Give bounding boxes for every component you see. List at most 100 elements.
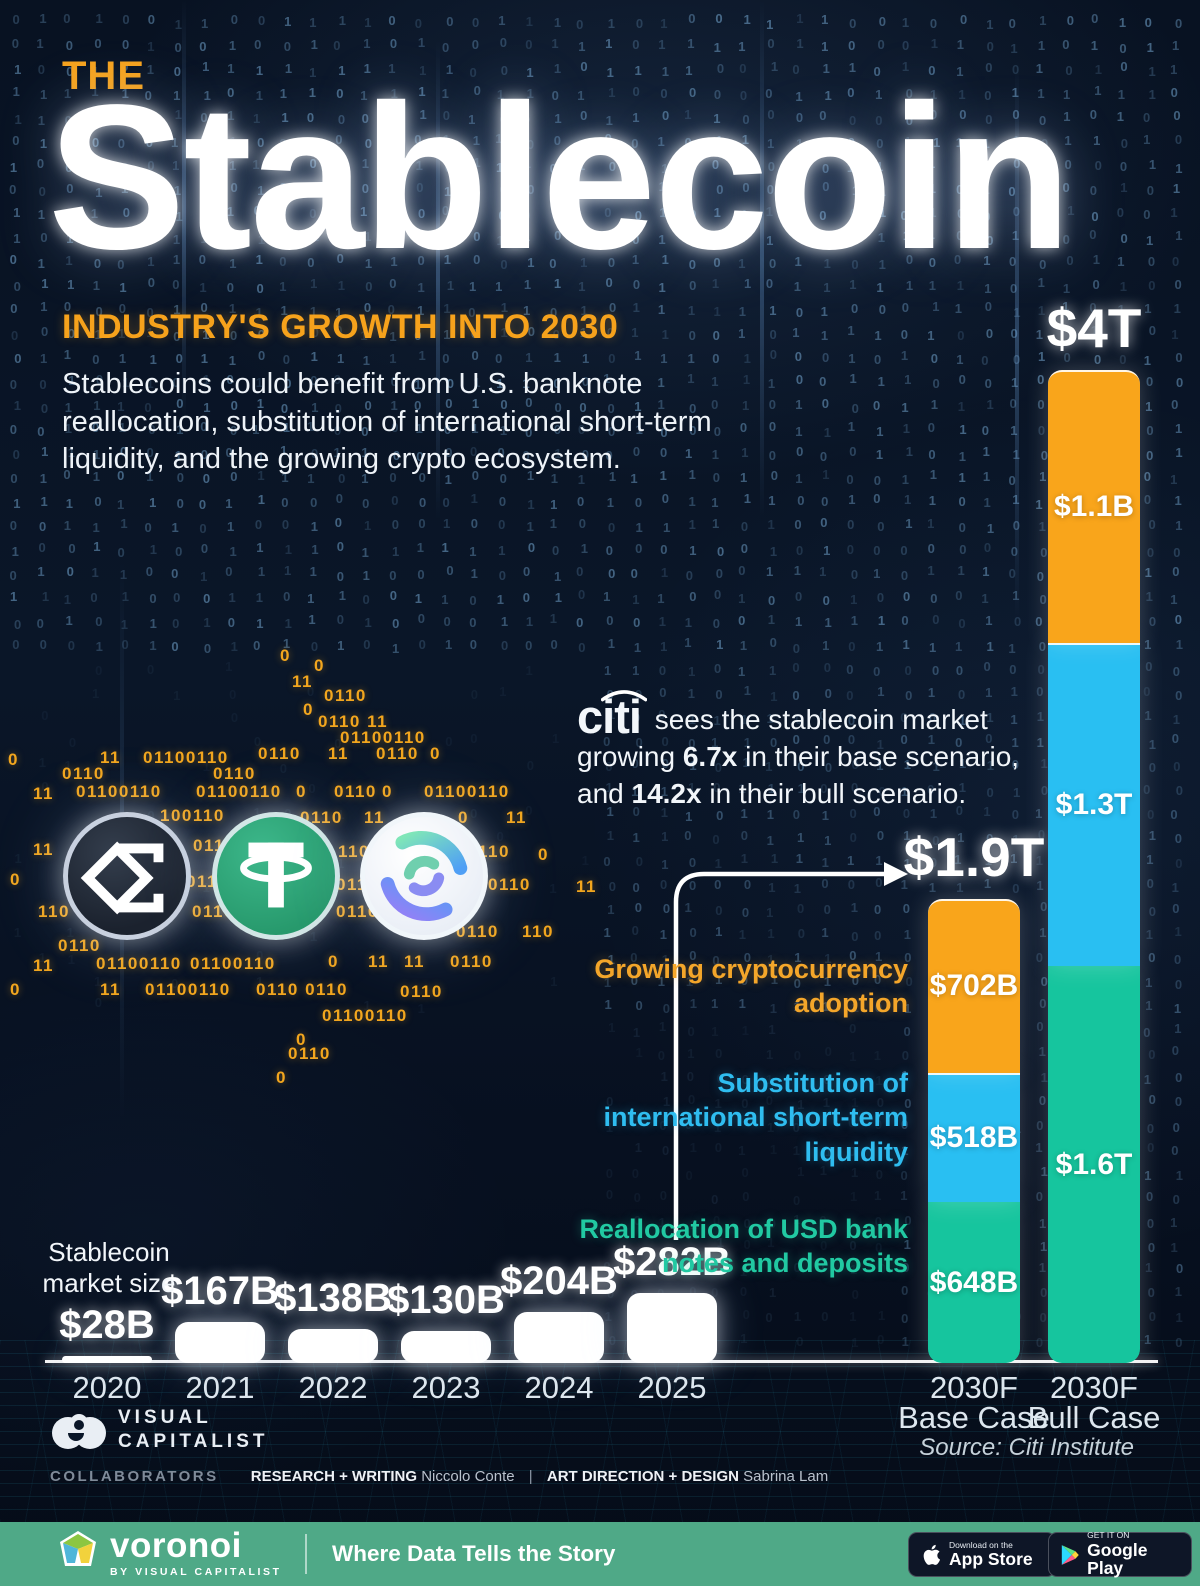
binary-fragment: 0 [538, 845, 549, 864]
citi-note-segment: sees the stablecoin market growing [577, 704, 988, 772]
legend-liquidity: Substitution of international short-term… [603, 1068, 908, 1167]
binary-fragment: 0110 [324, 686, 367, 705]
binary-fragment: 100110 [160, 806, 225, 825]
voronoi-byline: BY VISUAL CAPITALIST [110, 1566, 282, 1578]
binary-fragment: 11 [576, 877, 597, 896]
bar-value-label: $204B [500, 1259, 618, 1303]
segment-value-label: $1.1B [1053, 489, 1135, 523]
google-play-icon [1061, 1544, 1079, 1565]
segment-value-label: $1.3T [1055, 787, 1133, 821]
x-axis-tick: 2030F [1050, 1370, 1138, 1405]
binary-fragment: 110 [478, 842, 510, 861]
x-axis-tick: 2023 [411, 1370, 481, 1405]
binary-fragment: 0110 0110 [256, 980, 348, 999]
role-research-writing: RESEARCH + WRITING [250, 1468, 418, 1485]
x-axis-tick: 2025 [637, 1370, 707, 1405]
bar-value-label: $130B [387, 1278, 505, 1322]
legend-crypto-adoption: Growing cryptocurrency adoption [594, 954, 908, 1019]
voronoi-footer-bar: voronoi BY VISUAL CAPITALIST Where Data … [0, 1522, 1200, 1586]
citi-note: citi sees the stablecoin market growing … [577, 690, 1029, 813]
citi-logo: citi [577, 690, 647, 740]
binary-fragment: 0110 [488, 875, 531, 894]
binary-fragment: 01100110 [196, 782, 282, 801]
binary-fragment: 01100110 [76, 782, 162, 801]
citi-arc-icon [600, 690, 647, 702]
segment-value-label: $1.6T [1055, 1147, 1133, 1181]
binary-fragment: 0110 [213, 764, 256, 783]
voronoi-icon [60, 1531, 96, 1566]
binary-fragment: 11 [33, 956, 54, 975]
binary-fragment: 110 [522, 922, 554, 941]
x-axis-tick: 2021 [185, 1370, 255, 1405]
x-axis-tick: 2020 [72, 1370, 142, 1405]
binary-fragment: 0 [430, 744, 441, 763]
binary-fragment: 0110 [376, 744, 419, 763]
binary-fragment: 0110 [62, 764, 105, 783]
binary-fragment: 01100110 [322, 1006, 408, 1025]
bar-2020 [62, 1356, 152, 1363]
binary-fragment: 0 [382, 782, 393, 801]
citi-note-segment: 6.7x [682, 740, 738, 772]
ethena-coin-icon [63, 812, 191, 940]
binary-fragment: 0 [8, 750, 19, 769]
binary-fragment: 0 [296, 1030, 307, 1049]
collaborator-name: Niccolo Conte [421, 1468, 515, 1485]
separator: | [528, 1468, 533, 1485]
source-credit: Source: Citi Institute [919, 1434, 1134, 1461]
binary-fragment: 0110 [456, 922, 499, 941]
binary-fragment: 0110 [58, 936, 101, 955]
page-title: Stablecoin [48, 62, 1072, 292]
bar-2024 [514, 1312, 604, 1363]
binary-fragment: 0 [10, 980, 21, 999]
voronoi-logo: voronoi BY VISUAL CAPITALIST [55, 1528, 282, 1578]
apple-icon [923, 1544, 941, 1565]
binary-fragment: 01100110 [424, 782, 510, 801]
binary-fragment: 0110 11 [318, 712, 389, 731]
bar-2022 [288, 1329, 378, 1363]
segment-crypto-bull-case [1048, 370, 1140, 643]
forecast-total-label: $4T [1046, 297, 1142, 359]
bar-2025 [627, 1293, 717, 1363]
segment-value-label: $648B [929, 1265, 1019, 1299]
voronoi-brand: voronoi [110, 1526, 242, 1565]
binary-fragment: 11 [368, 952, 389, 971]
bar-2021 [175, 1322, 265, 1363]
binary-fragment: 01100110 [190, 954, 276, 973]
voronoi-tagline: Where Data Tells the Story [332, 1541, 616, 1566]
collaborators-heading: COLLABORATORS [50, 1468, 219, 1485]
binary-fragment: 11 [33, 840, 54, 859]
x-axis-tick: 2024 [524, 1370, 594, 1405]
app-store-badge[interactable]: Download on the App Store [908, 1532, 1056, 1577]
binary-fragment: 11 [364, 808, 385, 827]
binary-fragment: 01100110 [143, 748, 229, 767]
citi-note-segment: in their base scenario, and [577, 740, 1020, 809]
bar-value-label: $282B [613, 1240, 731, 1284]
segment-liquidity-base-case [928, 1073, 1020, 1202]
intro-paragraph: Stablecoins could benefit from U.S. bank… [62, 368, 712, 476]
legend-reallocation: Reallocation of USD bank notes and depos… [579, 1214, 908, 1279]
binary-fragment: 0 [296, 782, 307, 801]
binary-fragment: 0 [314, 656, 325, 675]
segment-reallocation-bull-case [1048, 966, 1140, 1363]
binary-fragment: 0110 [288, 1044, 331, 1063]
binary-fragment: 11 [100, 748, 121, 767]
vc-logo-line1: VISUAL [118, 1407, 212, 1428]
vc-logo-line2: CAPITALIST [118, 1430, 269, 1452]
citi-note-text: sees the stablecoin market growing 6.7x … [577, 704, 1019, 809]
app-store-line2: App Store [949, 1548, 1033, 1569]
google-play-badge[interactable]: GET IT ON Google Play [1048, 1531, 1192, 1579]
binary-fragment: 0 [276, 1068, 287, 1087]
bar-value-label: $28B [59, 1303, 155, 1347]
binary-fragment: 0110 [450, 952, 493, 971]
collaborators-line: COLLABORATORS RESEARCH + WRITING Niccolo… [50, 1468, 828, 1485]
google-play-line2: Google Play [1087, 1539, 1148, 1579]
binary-fragment: 11 [100, 980, 121, 999]
binary-fragment: 110 [338, 842, 370, 861]
binary-fragment: 0 [10, 870, 21, 889]
segment-liquidity-bull-case [1048, 643, 1140, 966]
x-axis-tick: 2022 [298, 1370, 368, 1405]
visual-capitalist-logo: VISUAL CAPITALIST [50, 1406, 268, 1454]
binary-fragment: 01100110 [145, 980, 231, 999]
binary-fragment: 0 [458, 808, 469, 827]
